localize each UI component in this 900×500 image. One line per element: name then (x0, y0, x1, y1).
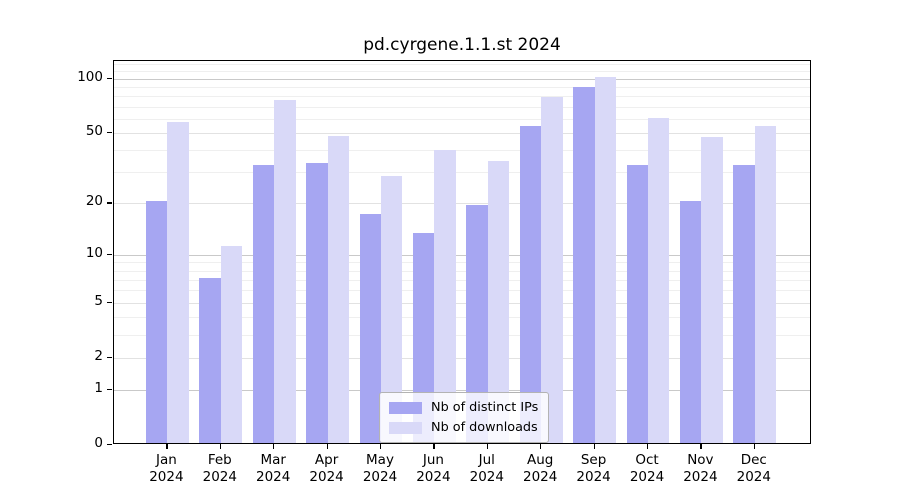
y-tick-label-20: 20 (85, 193, 103, 210)
bar-sep-downloads (594, 76, 616, 443)
x-tick-mark-jan (166, 444, 168, 449)
gridline-1 (114, 389, 810, 391)
bar-jul-distinct-ips (466, 205, 488, 443)
gridline-70 (114, 106, 810, 108)
x-tick-label-nov: Nov 2024 (683, 452, 718, 485)
bar-oct-distinct-ips (626, 165, 648, 443)
legend-label-distinct-ips: Nb of distinct IPs (431, 400, 539, 415)
gridline-40 (114, 150, 810, 152)
y-tick-mark-1 (107, 388, 112, 391)
y-tick-mark-5 (107, 301, 112, 304)
bar-aug-downloads (541, 97, 563, 443)
legend-row-distinct-ips: Nb of distinct IPs (389, 400, 538, 415)
x-tick-label-aug: Aug 2024 (523, 452, 558, 485)
bar-jun-distinct-ips (413, 233, 435, 443)
gridline-30 (114, 172, 810, 174)
bar-mar-distinct-ips (252, 165, 275, 443)
gridline-6 (114, 290, 810, 292)
x-tick-label-jan: Jan 2024 (149, 452, 184, 485)
bar-nov-distinct-ips (680, 201, 702, 443)
bar-oct-downloads (648, 117, 670, 443)
gridline-100 (114, 78, 810, 80)
bar-may-distinct-ips (359, 213, 381, 443)
gridline-9 (114, 262, 810, 264)
x-tick-mark-apr (326, 444, 328, 449)
x-tick-mark-jun (433, 444, 435, 449)
y-tick-label-5: 5 (94, 292, 103, 309)
bar-jan-downloads (167, 121, 189, 443)
bar-jun-downloads (434, 150, 456, 443)
x-tick-mark-may (380, 444, 382, 449)
bar-may-downloads (381, 175, 403, 443)
bar-sep-distinct-ips (573, 86, 595, 443)
x-tick-label-dec: Dec 2024 (736, 452, 771, 485)
legend-label-downloads: Nb of downloads (431, 420, 538, 435)
x-tick-label-mar: Mar 2024 (256, 452, 291, 485)
x-tick-label-apr: Apr 2024 (309, 452, 344, 485)
y-tick-label-10: 10 (85, 244, 103, 261)
x-tick-mark-nov (700, 444, 702, 449)
bar-dec-distinct-ips (733, 165, 755, 443)
legend-row-downloads: Nb of downloads (389, 420, 538, 435)
downloads-swatch-icon (389, 421, 422, 434)
bar-aug-distinct-ips (519, 126, 542, 443)
bar-apr-distinct-ips (306, 163, 328, 443)
gridline-20 (114, 203, 810, 205)
x-tick-label-jun: Jun 2024 (416, 452, 451, 485)
gridline-60 (114, 118, 810, 120)
y-tick-label-100: 100 (77, 68, 103, 85)
x-tick-label-sep: Sep 2024 (576, 452, 611, 485)
legend: Nb of distinct IPs Nb of downloads (379, 392, 550, 443)
bar-feb-downloads (220, 245, 243, 443)
bar-dec-downloads (754, 126, 777, 443)
y-tick-label-50: 50 (85, 122, 103, 139)
gridline-8 (114, 270, 810, 272)
y-tick-mark-2 (107, 356, 112, 359)
chart-title: pd.cyrgene.1.1.st 2024 (363, 35, 561, 55)
x-tick-mark-oct (647, 444, 649, 449)
bar-apr-downloads (327, 135, 349, 443)
y-tick-mark-10 (107, 253, 112, 255)
y-tick-label-0: 0 (94, 435, 103, 451)
x-tick-label-oct: Oct 2024 (629, 452, 665, 485)
bar-mar-downloads (274, 100, 296, 443)
plot-area: Nb of distinct IPs Nb of downloads (113, 60, 811, 444)
gridline-90 (114, 86, 810, 88)
x-tick-mark-dec (753, 444, 756, 449)
x-tick-mark-sep (593, 444, 595, 449)
y-tick-label-1: 1 (94, 379, 103, 396)
gridline-7 (114, 279, 810, 281)
gridline-3 (114, 334, 810, 336)
gridline-4 (114, 317, 810, 319)
x-tick-mark-jul (486, 444, 489, 449)
gridline-120 (114, 64, 810, 66)
y-tick-mark-50 (107, 131, 112, 134)
gridline-50 (114, 132, 810, 134)
x-tick-mark-feb (219, 444, 222, 449)
gridline-10 (114, 254, 810, 256)
y-tick-mark-0 (107, 444, 112, 446)
y-tick-mark-20 (107, 202, 112, 204)
distinct-ips-swatch-icon (389, 401, 422, 414)
bar-feb-distinct-ips (199, 277, 221, 443)
bar-jan-distinct-ips (146, 201, 168, 443)
bar-jul-downloads (487, 160, 510, 443)
gridline-5 (114, 302, 810, 304)
gridline-2 (114, 357, 810, 359)
y-tick-label-2: 2 (94, 347, 103, 364)
x-tick-label-jul: Jul 2024 (469, 452, 504, 485)
x-tick-mark-mar (273, 444, 275, 449)
gridline-110 (114, 71, 810, 73)
x-tick-label-may: May 2024 (362, 452, 398, 485)
y-tick-mark-100 (107, 77, 112, 79)
gridline-80 (114, 96, 810, 98)
bar-nov-downloads (701, 137, 723, 443)
x-tick-label-feb: Feb 2024 (202, 452, 237, 485)
x-tick-mark-aug (540, 444, 542, 449)
